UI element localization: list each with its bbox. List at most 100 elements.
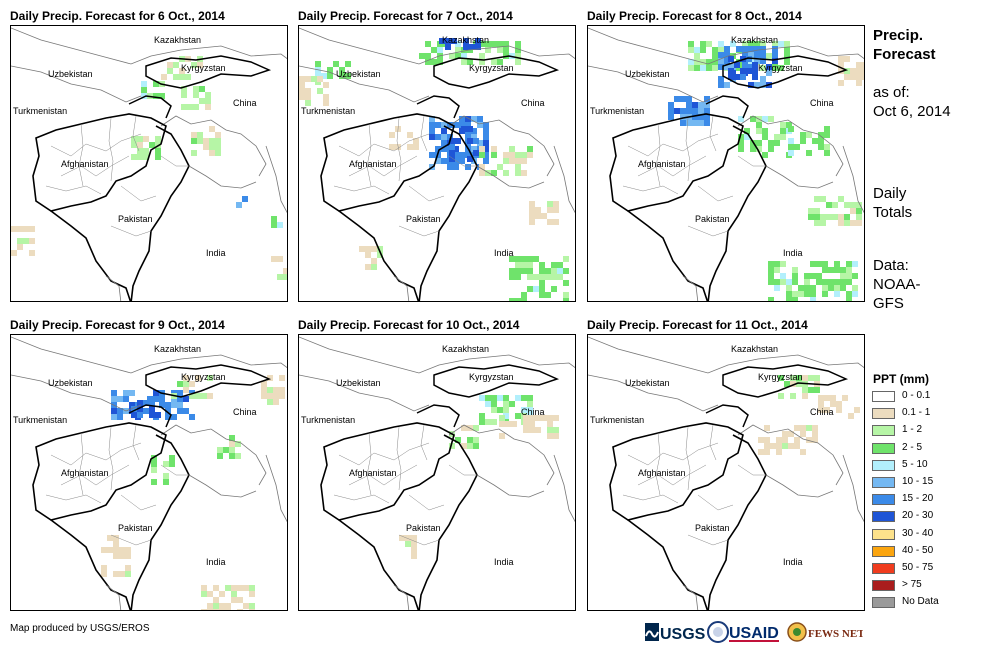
precip-cell: [834, 285, 840, 291]
precip-cell: [473, 443, 479, 449]
precip-cell: [523, 415, 529, 421]
precip-cell: [215, 150, 221, 156]
precip-cell: [718, 76, 724, 82]
precip-cell: [125, 547, 131, 553]
precip-cell: [209, 150, 215, 156]
legend-swatch: [872, 545, 895, 557]
precip-cell: [760, 82, 766, 88]
precip-cell: [754, 52, 760, 58]
precip-cell: [429, 122, 435, 128]
precip-cell: [674, 96, 680, 102]
precip-cell: [345, 61, 351, 67]
precip-cell: [441, 146, 447, 152]
precip-cell: [242, 196, 248, 202]
precip-cell: [794, 443, 800, 449]
precip-cell: [718, 64, 724, 70]
precip-cell: [724, 58, 730, 64]
precip-cell: [305, 94, 311, 100]
precip-cell: [237, 585, 243, 591]
precip-cell: [704, 120, 710, 126]
precip-cell: [205, 92, 211, 98]
country-label-pakistan: Pakistan: [695, 214, 730, 224]
precip-cell: [774, 140, 780, 146]
precip-cell: [277, 274, 283, 280]
country-label-china: China: [810, 407, 834, 417]
precip-cell: [235, 441, 241, 447]
precip-cell: [834, 279, 840, 285]
precip-cell: [463, 44, 469, 50]
precip-cell: [213, 585, 219, 591]
country-label-turkmenistan: Turkmenistan: [13, 106, 68, 116]
side-daily: Daily Totals: [873, 185, 913, 221]
precip-cell: [700, 41, 706, 47]
precip-cell: [207, 603, 213, 609]
precip-cell: [748, 82, 754, 88]
precip-cell: [461, 47, 467, 53]
precip-cell: [305, 88, 311, 94]
precip-cell: [772, 58, 778, 64]
legend-label: 20 - 30: [902, 510, 934, 522]
precip-cell: [824, 126, 830, 132]
precip-cell: [173, 74, 179, 80]
precip-cell: [794, 144, 800, 150]
precip-cell: [762, 116, 768, 122]
precip-cell: [862, 68, 864, 74]
boundary-lines: [299, 27, 575, 301]
precip-cell: [441, 122, 447, 128]
precip-cell: [728, 68, 734, 74]
precip-cell: [551, 262, 557, 268]
precip-cell: [463, 38, 469, 44]
precip-cell: [199, 86, 205, 92]
legend-label: > 75: [902, 579, 922, 591]
precip-cell: [479, 413, 485, 419]
precip-cell: [299, 94, 305, 100]
precip-cell: [323, 82, 329, 88]
precip-cell: [748, 46, 754, 52]
precip-cell: [547, 219, 553, 225]
legend-label: 10 - 15: [902, 476, 934, 487]
precip-cell: [686, 120, 692, 126]
precip-cell: [225, 603, 231, 609]
precip-cell: [756, 122, 762, 128]
precip-cell: [766, 53, 772, 59]
precip-cell: [856, 214, 862, 220]
credit-text: Map produced by USGS/EROS: [10, 623, 150, 634]
precip-cell: [159, 93, 165, 99]
precip-cell: [762, 128, 768, 134]
country-label-pakistan: Pakistan: [406, 523, 441, 533]
precip-cell: [850, 74, 856, 80]
precip-cell: [29, 226, 35, 232]
precip-cell: [772, 65, 778, 71]
precip-cell: [814, 196, 820, 202]
precip-cell: [183, 375, 189, 381]
precip-cell: [453, 146, 459, 152]
precip-cell: [217, 447, 223, 453]
precip-cell: [483, 122, 489, 128]
precip-cell: [141, 93, 147, 99]
precip-cell: [800, 132, 806, 138]
precip-cell: [277, 256, 283, 262]
precip-cell: [688, 65, 694, 71]
precip-cell: [131, 142, 137, 148]
precip-cell: [772, 52, 778, 58]
precip-cell: [856, 68, 862, 74]
side-asof: as of:: [873, 84, 910, 101]
precip-cell: [17, 238, 23, 244]
precip-cell: [768, 116, 774, 122]
precip-cell: [467, 156, 473, 162]
precip-cell: [413, 138, 419, 144]
precip-cell: [754, 46, 760, 52]
precip-cell: [539, 262, 545, 268]
precip-cell: [199, 98, 205, 104]
precip-cell: [125, 571, 131, 577]
precip-cell: [223, 447, 229, 453]
precip-cell: [758, 437, 764, 443]
precip-cell: [441, 128, 447, 134]
precip-cell: [213, 603, 219, 609]
precip-cell: [541, 213, 547, 219]
precip-cell: [467, 437, 473, 443]
precip-cell: [760, 41, 766, 47]
precip-cell: [770, 443, 776, 449]
precip-cell: [225, 609, 231, 610]
precip-cell: [129, 402, 135, 408]
